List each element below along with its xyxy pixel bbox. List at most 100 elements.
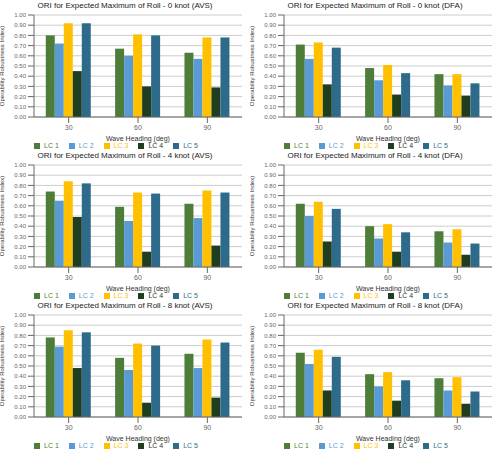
svg-text:0.50: 0.50 — [14, 63, 26, 69]
svg-text:0.40: 0.40 — [14, 73, 26, 79]
svg-text:0.00: 0.00 — [14, 114, 26, 120]
svg-text:0.30: 0.30 — [14, 234, 26, 240]
svg-text:0.50: 0.50 — [264, 63, 276, 69]
html-text:ORI for Expected Maximum of Ro: ORI for Expected Maximum of Roll - 0 kno… — [37, 1, 213, 10]
svg-text:0.30: 0.30 — [14, 384, 26, 390]
svg-text:Wave Heading (deg): Wave Heading (deg) — [356, 135, 420, 143]
svg-text:0.90: 0.90 — [264, 172, 276, 178]
svg-text:30: 30 — [315, 424, 323, 431]
svg-text:Wave Heading (deg): Wave Heading (deg) — [106, 435, 170, 443]
svg-text:0.90: 0.90 — [14, 172, 26, 178]
svg-text:0.20: 0.20 — [14, 394, 26, 400]
svg-text:0.80: 0.80 — [264, 183, 276, 189]
svg-text:30: 30 — [65, 424, 73, 431]
html-text:ORI for Expected Maximum of Ro: ORI for Expected Maximum of Roll - 8 kno… — [287, 301, 463, 310]
svg-text:0.80: 0.80 — [264, 33, 276, 39]
svg-text:0.90: 0.90 — [264, 322, 276, 328]
svg-text:0.90: 0.90 — [264, 22, 276, 28]
svg-text:90: 90 — [203, 424, 211, 431]
svg-text:0.60: 0.60 — [14, 203, 26, 209]
svg-text:0.00: 0.00 — [14, 414, 26, 420]
svg-text:0.70: 0.70 — [264, 43, 276, 49]
svg-text:30: 30 — [315, 274, 323, 281]
svg-text:0.80: 0.80 — [14, 33, 26, 39]
svg-text:0.50: 0.50 — [264, 213, 276, 219]
svg-text:0.40: 0.40 — [14, 373, 26, 379]
svg-text:0.10: 0.10 — [264, 254, 276, 260]
svg-text:Operability Robustness Index): Operability Robustness Index) — [250, 176, 255, 256]
svg-text:0.40: 0.40 — [264, 223, 276, 229]
svg-text:0.00: 0.00 — [264, 414, 276, 420]
svg-text:0.70: 0.70 — [14, 343, 26, 349]
svg-text:30: 30 — [65, 124, 73, 131]
svg-text:0.10: 0.10 — [264, 404, 276, 410]
svg-text:0.40: 0.40 — [264, 73, 276, 79]
svg-text:0.80: 0.80 — [264, 333, 276, 339]
svg-text:0.30: 0.30 — [264, 384, 276, 390]
svg-text:0.90: 0.90 — [14, 322, 26, 328]
svg-text:0.00: 0.00 — [264, 264, 276, 270]
svg-text:0.60: 0.60 — [264, 353, 276, 359]
svg-text:60: 60 — [134, 124, 142, 131]
svg-text:0.20: 0.20 — [264, 94, 276, 100]
svg-text:1.00: 1.00 — [14, 162, 26, 168]
svg-text:0.10: 0.10 — [14, 254, 26, 260]
svg-text:0.80: 0.80 — [14, 183, 26, 189]
html-text:ORI for Expected Maximum of Ro: ORI for Expected Maximum of Roll - 4 kno… — [37, 151, 213, 160]
svg-text:0.00: 0.00 — [14, 264, 26, 270]
svg-text:0.70: 0.70 — [264, 193, 276, 199]
svg-text:0.70: 0.70 — [264, 343, 276, 349]
svg-text:Operability Robustness Index): Operability Robustness Index) — [250, 26, 255, 106]
svg-text:90: 90 — [453, 274, 461, 281]
svg-text:0.30: 0.30 — [264, 234, 276, 240]
svg-text:30: 30 — [315, 124, 323, 131]
svg-text:1.00: 1.00 — [264, 12, 276, 18]
svg-text:90: 90 — [203, 124, 211, 131]
svg-text:0.10: 0.10 — [264, 104, 276, 110]
svg-text:0.30: 0.30 — [14, 84, 26, 90]
svg-text:Wave Heading (deg): Wave Heading (deg) — [356, 285, 420, 293]
svg-text:0.20: 0.20 — [14, 94, 26, 100]
svg-text:60: 60 — [384, 274, 392, 281]
svg-text:60: 60 — [134, 274, 142, 281]
svg-text:60: 60 — [384, 424, 392, 431]
svg-text:0.50: 0.50 — [14, 213, 26, 219]
html-text:ORI for Expected Maximum of Ro: ORI for Expected Maximum of Roll - 8 kno… — [37, 301, 213, 310]
svg-text:1.00: 1.00 — [14, 312, 26, 318]
svg-text:90: 90 — [203, 274, 211, 281]
svg-text:60: 60 — [384, 124, 392, 131]
svg-text:Wave Heading (deg): Wave Heading (deg) — [106, 135, 170, 143]
svg-text:30: 30 — [65, 274, 73, 281]
svg-text:90: 90 — [453, 124, 461, 131]
svg-text:0.60: 0.60 — [14, 353, 26, 359]
svg-text:0.70: 0.70 — [14, 43, 26, 49]
html-text:ORI for Expected Maximum of Ro: ORI for Expected Maximum of Roll - 4 kno… — [287, 151, 463, 160]
html-text:ORI for Expected Maximum of Ro: ORI for Expected Maximum of Roll - 0 kno… — [287, 1, 463, 10]
svg-text:0.20: 0.20 — [14, 244, 26, 250]
svg-text:0.20: 0.20 — [264, 244, 276, 250]
svg-text:0.60: 0.60 — [264, 203, 276, 209]
svg-text:60: 60 — [134, 424, 142, 431]
svg-text:0.90: 0.90 — [14, 22, 26, 28]
svg-text:1.00: 1.00 — [264, 162, 276, 168]
svg-text:Wave Heading (deg): Wave Heading (deg) — [106, 285, 170, 293]
svg-text:1.00: 1.00 — [264, 312, 276, 318]
svg-text:Operability Robustness Index): Operability Robustness Index) — [250, 326, 255, 406]
svg-text:0.40: 0.40 — [264, 373, 276, 379]
html-text:LC 1: LC 1 — [44, 142, 59, 149]
svg-text:0.80: 0.80 — [14, 333, 26, 339]
svg-text:0.20: 0.20 — [264, 394, 276, 400]
svg-text:0.10: 0.10 — [14, 104, 26, 110]
svg-text:0.00: 0.00 — [264, 114, 276, 120]
svg-text:0.70: 0.70 — [14, 193, 26, 199]
svg-text:0.30: 0.30 — [264, 84, 276, 90]
svg-text:0.60: 0.60 — [14, 53, 26, 59]
svg-text:Wave Heading (deg): Wave Heading (deg) — [356, 435, 420, 443]
svg-text:1.00: 1.00 — [14, 12, 26, 18]
svg-text:0.10: 0.10 — [14, 404, 26, 410]
svg-text:0.50: 0.50 — [14, 363, 26, 369]
svg-text:90: 90 — [453, 424, 461, 431]
svg-text:0.60: 0.60 — [264, 53, 276, 59]
svg-text:0.40: 0.40 — [14, 223, 26, 229]
svg-text:0.50: 0.50 — [264, 363, 276, 369]
